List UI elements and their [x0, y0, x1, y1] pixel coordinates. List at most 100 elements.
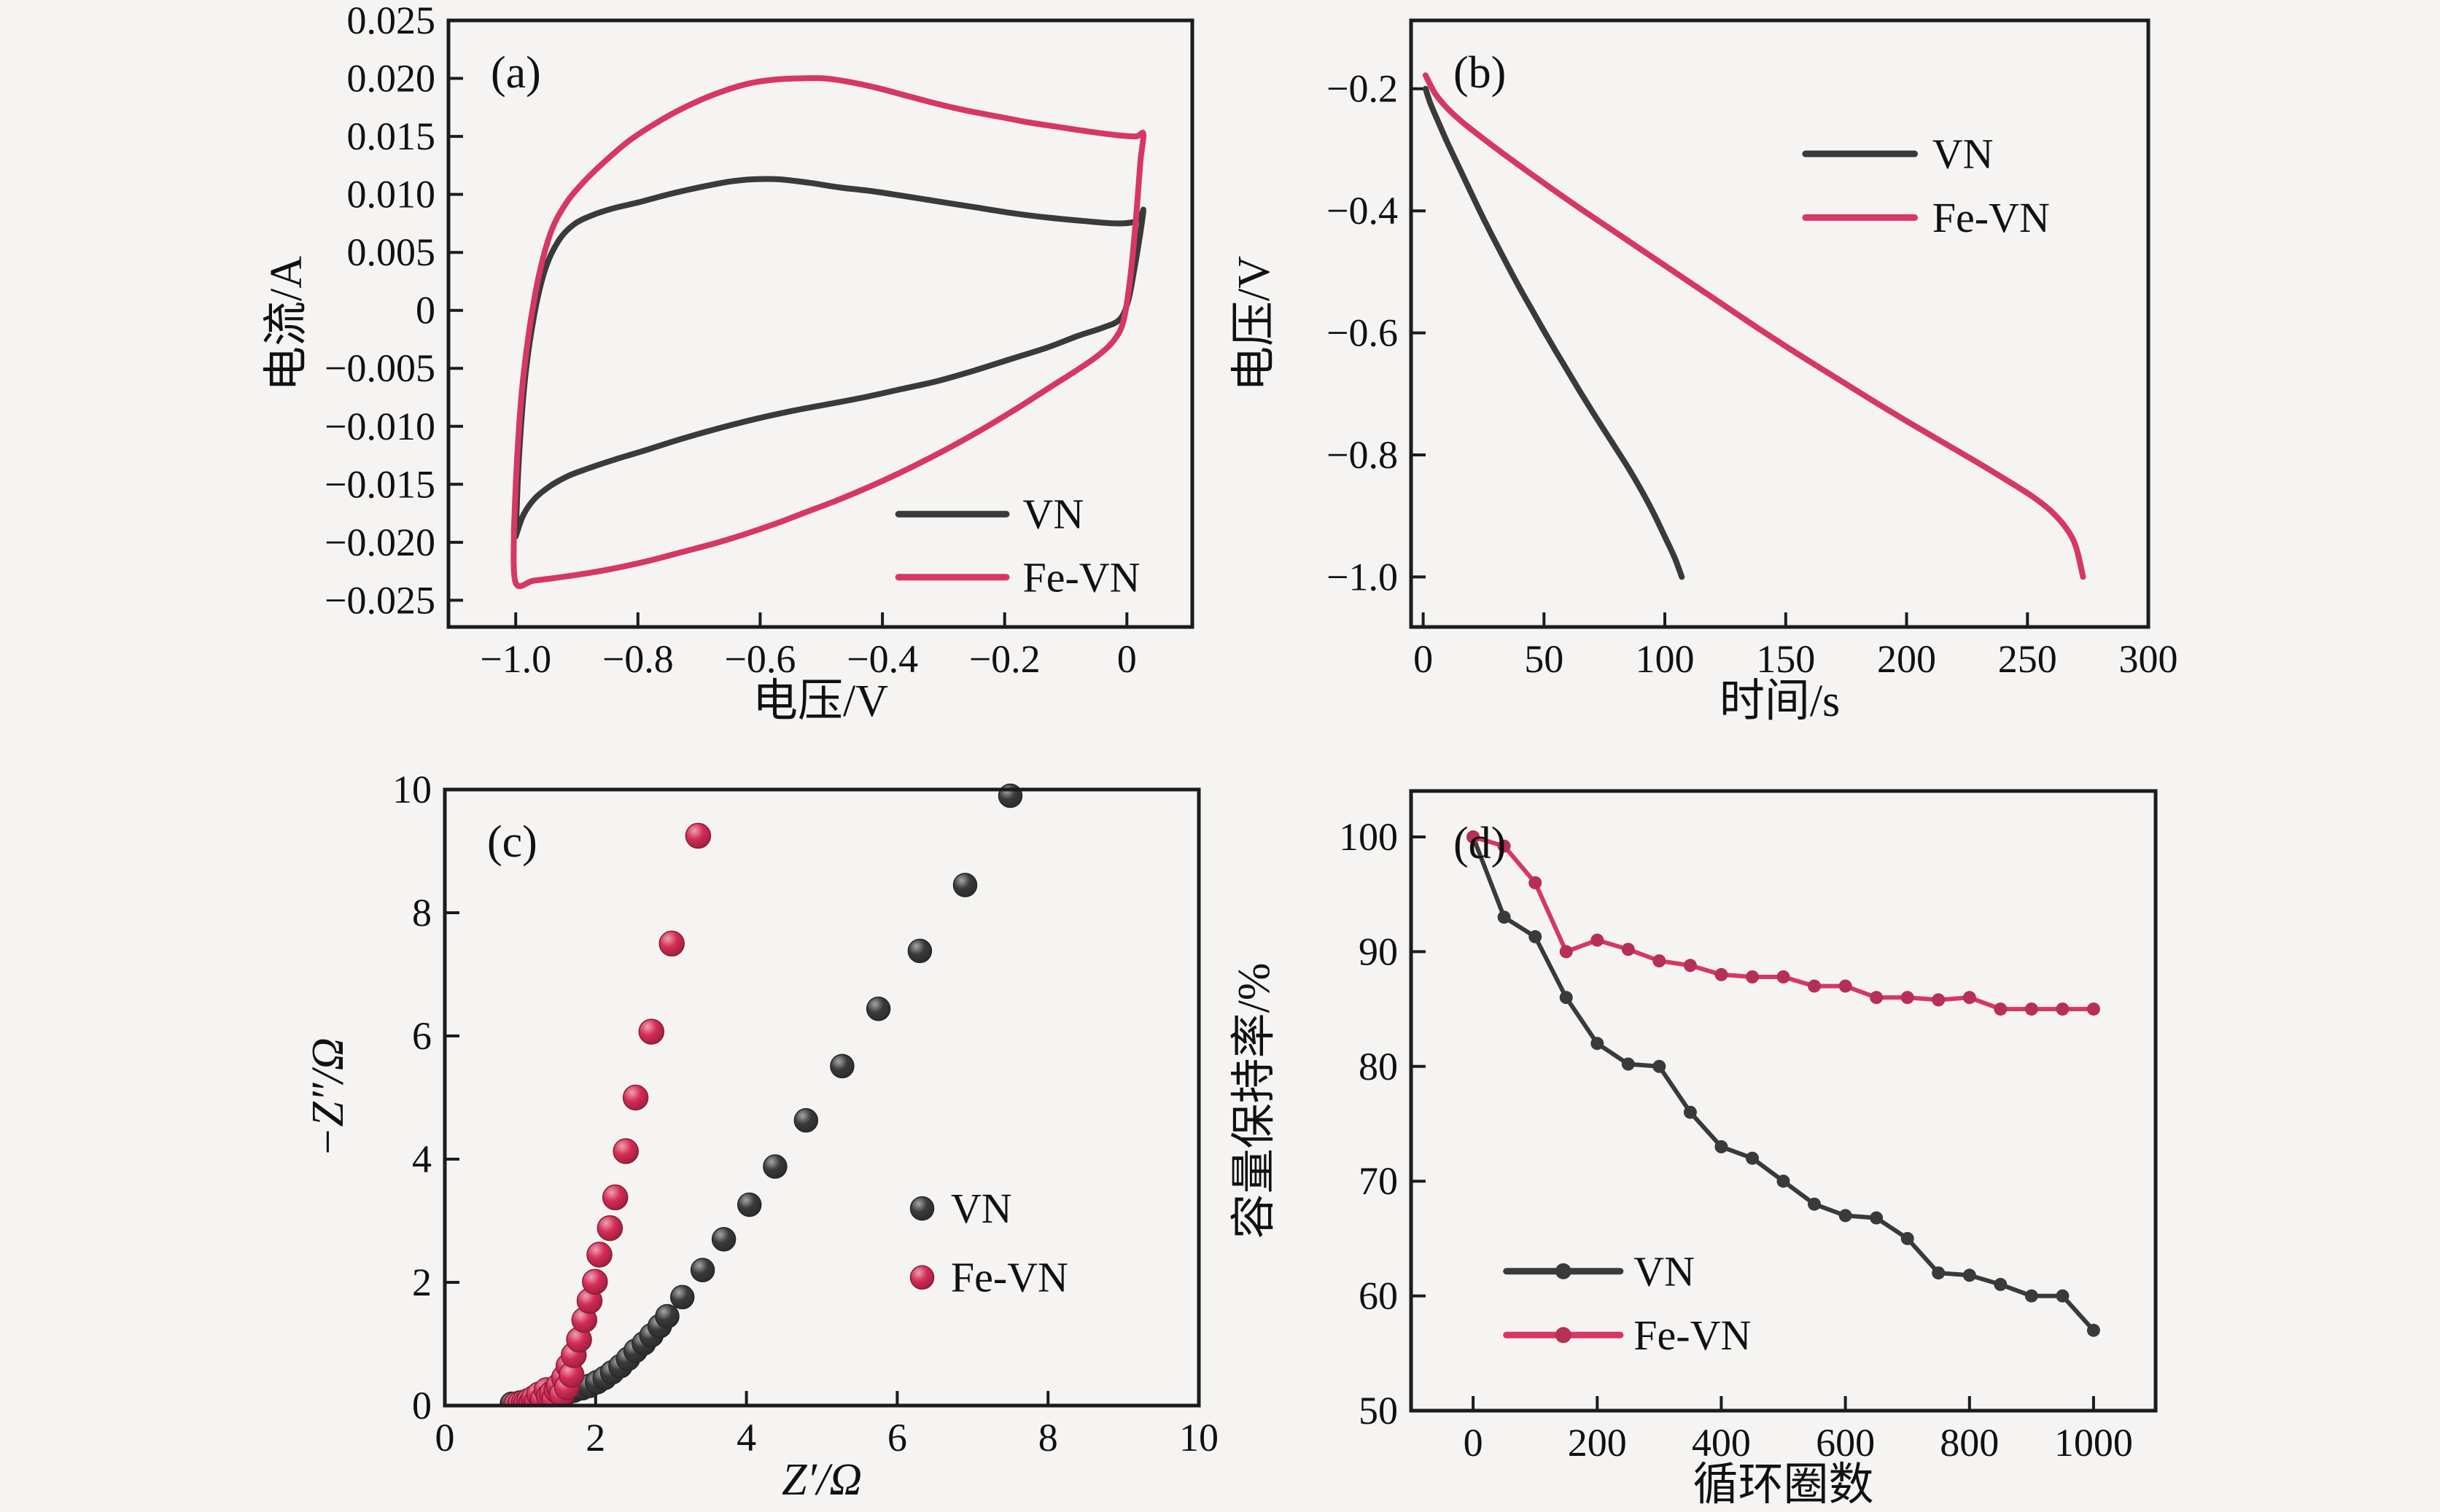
y-tick-label: 8 [412, 891, 432, 935]
marker-point [1962, 991, 1976, 1005]
marker-point [1932, 1266, 1946, 1280]
x-tick-label: −0.6 [724, 637, 796, 681]
legend-label: VN [1932, 130, 1994, 178]
marker-point [1683, 959, 1697, 973]
y-tick-label: 60 [1359, 1274, 1398, 1318]
plot-border [446, 18, 1194, 629]
legend-label: Fe-VN [1022, 553, 1140, 601]
scatter-point [685, 822, 712, 849]
scatter-point [669, 1285, 695, 1310]
series-layer [1466, 830, 2100, 1337]
panel-letter: (c) [487, 817, 537, 867]
scatter-point [711, 1227, 737, 1252]
marker-point [1590, 1037, 1604, 1051]
marker-point [2024, 1002, 2038, 1016]
series-markers-VN [1466, 830, 2100, 1337]
scatter-point [690, 1258, 715, 1282]
x-tick-label: 6 [887, 1416, 907, 1460]
panel-letter: (a) [491, 48, 541, 98]
x-tick-label: 250 [1998, 637, 2057, 681]
marker-point [1932, 993, 1946, 1007]
marker-point [1528, 930, 1542, 943]
x-tick-label: 1000 [2054, 1421, 2133, 1465]
x-axis-label: 时间/s [1720, 677, 1840, 726]
y-axis-label: 容量保持率/% [1229, 963, 1279, 1239]
marker-point [1714, 967, 1728, 981]
scatter-point [602, 1184, 629, 1211]
legend-swatch-marker [1555, 1263, 1571, 1279]
marker-point [2056, 1289, 2070, 1303]
series-layer [1422, 72, 2086, 580]
scatter-point [866, 997, 891, 1021]
marker-point [1497, 911, 1511, 924]
marker-point [1900, 991, 1914, 1005]
x-tick-label: −0.4 [847, 637, 918, 681]
legend-label: Fe-VN [1932, 194, 2050, 241]
y-tick-label: −0.6 [1326, 311, 1398, 355]
series-VN [1471, 835, 2096, 1333]
y-tick-label: −0.020 [325, 521, 435, 564]
x-tick-label: 0 [1117, 637, 1137, 681]
x-tick-label: 8 [1038, 1416, 1058, 1460]
scatter-point [658, 930, 685, 957]
marker-point [1808, 1197, 1821, 1211]
y-tick-label: 4 [412, 1137, 432, 1181]
series-Fe-VN [510, 75, 1147, 590]
marker-point [1962, 1269, 1976, 1282]
y-tick-label: −0.010 [325, 405, 435, 448]
y-tick-label: 0.025 [347, 0, 436, 42]
plot-border [1409, 789, 2158, 1413]
x-tick-label: 0 [435, 1416, 455, 1460]
marker-point [1838, 979, 1852, 993]
marker-point [1683, 1105, 1697, 1119]
y-axis-label: 电压/V [1229, 256, 1279, 391]
panel-letter: (d) [1453, 819, 1506, 868]
series-VN [1422, 85, 1685, 580]
series-Fe-VN [1422, 72, 2086, 580]
scatter-point [907, 938, 933, 964]
scatter-point [613, 1138, 639, 1164]
scatter-point [586, 1242, 613, 1268]
series-markers-Fe-VN [1466, 830, 2100, 1016]
x-tick-label: 800 [1940, 1421, 1999, 1465]
x-tick-label: 200 [1877, 637, 1936, 681]
y-tick-label: 0 [412, 1384, 432, 1427]
y-tick-label: −0.2 [1326, 67, 1398, 111]
legend: VN Fe-VN [1802, 130, 2050, 241]
y-tick-label: 0.015 [347, 114, 436, 158]
x-axis-label: Z′/Ω [782, 1455, 862, 1505]
y-tick-label: 100 [1339, 815, 1398, 859]
legend-swatch [909, 1265, 935, 1290]
y-tick-label: −1.0 [1326, 555, 1398, 599]
x-tick-label: 300 [2119, 637, 2178, 681]
marker-point [1838, 1209, 1852, 1223]
x-tick-label: 4 [737, 1416, 756, 1460]
x-tick-label: 400 [1692, 1421, 1751, 1465]
marker-point [2024, 1289, 2038, 1303]
series-layer [510, 75, 1147, 590]
marker-point [1776, 970, 1790, 983]
legend-label: VN [1633, 1247, 1695, 1295]
panel-a: −1.0 −0.8 −0.6 −0.4 −0.2 0 0.025 0.020 0.015 0.01… [262, 0, 1194, 726]
panel-d: 0 200 400 600 800 1000 50 60 70 80 90 100 (d) 循环圈数 容量保… [1229, 789, 2158, 1510]
plot-border [1409, 18, 2150, 629]
y-tick-label: 0.010 [347, 173, 436, 217]
x-tick-label: −0.2 [969, 637, 1041, 681]
marker-point [1528, 876, 1542, 889]
marker-point [1714, 1140, 1728, 1153]
marker-point [1900, 1231, 1914, 1245]
x-axis-label: 电压/V [753, 677, 888, 726]
y-tick-label: 50 [1359, 1389, 1398, 1433]
scatter-point [998, 783, 1023, 808]
marker-point [1776, 1174, 1790, 1188]
panel-letter: (b) [1453, 48, 1506, 98]
x-tick-label: −0.8 [602, 637, 674, 681]
x-axis-label: 循环圈数 [1693, 1460, 1873, 1510]
y-tick-label: −0.4 [1326, 189, 1398, 233]
marker-point [1590, 933, 1604, 947]
x-tick-label: 0 [1464, 1421, 1483, 1465]
marker-point [1621, 943, 1635, 956]
scatter-point [597, 1215, 623, 1242]
